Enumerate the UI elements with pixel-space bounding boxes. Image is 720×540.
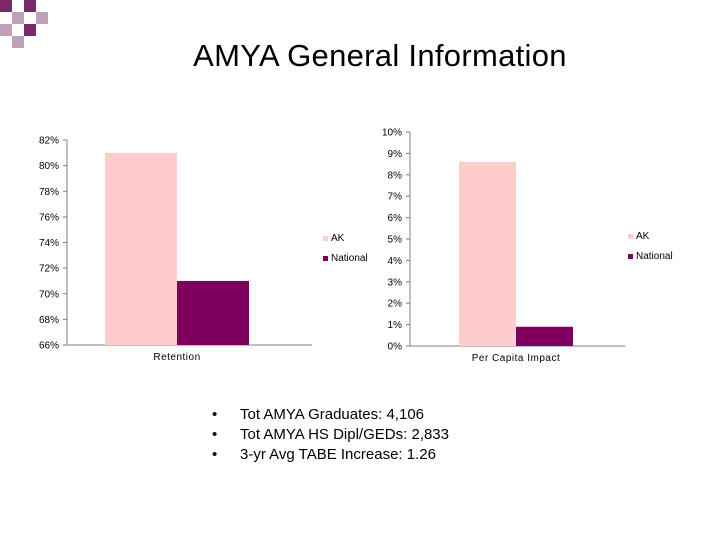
bullet-item: • Tot AMYA HS Dipl/GEDs: 2,833 (212, 425, 449, 445)
legend-swatch (323, 236, 328, 241)
legend-label: National (331, 253, 368, 264)
bullet-dot: • (212, 426, 218, 443)
bullet-item: • 3-yr Avg TABE Increase: 1.26 (212, 445, 449, 465)
y-tick-label: 66% (39, 341, 59, 352)
bullet-text: Tot AMYA Graduates: 4,106 (240, 406, 424, 423)
corner-decoration (0, 0, 60, 50)
y-tick-label: 2% (388, 299, 403, 310)
y-tick-label: 76% (39, 212, 59, 223)
y-tick-label: 10% (382, 128, 402, 139)
bar-ak (105, 152, 177, 345)
y-tick-label: 78% (39, 187, 59, 198)
retention-chart: 66% 68% 70% 72% 74% 76% 78% 80% 82% Retention AK Na… (39, 136, 368, 364)
bullet-dot: • (212, 446, 218, 463)
y-tick-label: 5% (388, 235, 403, 246)
per-capita-impact-chart: 0% 1% 2% 3% 4% 5% 6% 7% 8% 9% 10% Per Capita Impact… (382, 128, 673, 365)
y-tick-label: 6% (388, 213, 403, 224)
bullet-item: • Tot AMYA Graduates: 4,106 (212, 405, 449, 425)
category-label: Per Capita Impact (472, 353, 561, 364)
y-tick-label: 7% (388, 192, 403, 203)
legend-swatch (628, 254, 633, 259)
y-tick-label: 4% (388, 256, 403, 267)
y-tick-label: 1% (388, 320, 403, 331)
legend-label: AK (331, 233, 345, 244)
bar-national (516, 326, 573, 346)
legend-label: National (636, 251, 673, 262)
legend-swatch (628, 234, 633, 239)
bar-ak (459, 161, 516, 346)
slide-title: AMYA General Information (193, 38, 567, 73)
legend-swatch (323, 256, 328, 261)
y-tick-label: 82% (39, 136, 59, 147)
y-tick-label: 8% (388, 170, 403, 181)
y-tick-label: 80% (39, 161, 59, 172)
category-label: Retention (153, 352, 200, 363)
bullet-text: Tot AMYA HS Dipl/GEDs: 2,833 (240, 426, 449, 443)
y-tick-label: 9% (388, 149, 403, 160)
bar-national (177, 280, 249, 345)
y-tick-label: 74% (39, 238, 59, 249)
y-tick-label: 70% (39, 289, 59, 300)
legend-label: AK (636, 231, 650, 242)
bullet-text: 3-yr Avg TABE Increase: 1.26 (240, 446, 436, 463)
bullet-dot: • (212, 406, 218, 423)
summary-bullets: • Tot AMYA Graduates: 4,106 • Tot AMYA HS … (212, 405, 449, 465)
y-tick-label: 3% (388, 277, 403, 288)
y-tick-label: 68% (39, 315, 59, 326)
y-tick-label: 72% (39, 264, 59, 275)
y-tick-label: 0% (388, 342, 403, 353)
